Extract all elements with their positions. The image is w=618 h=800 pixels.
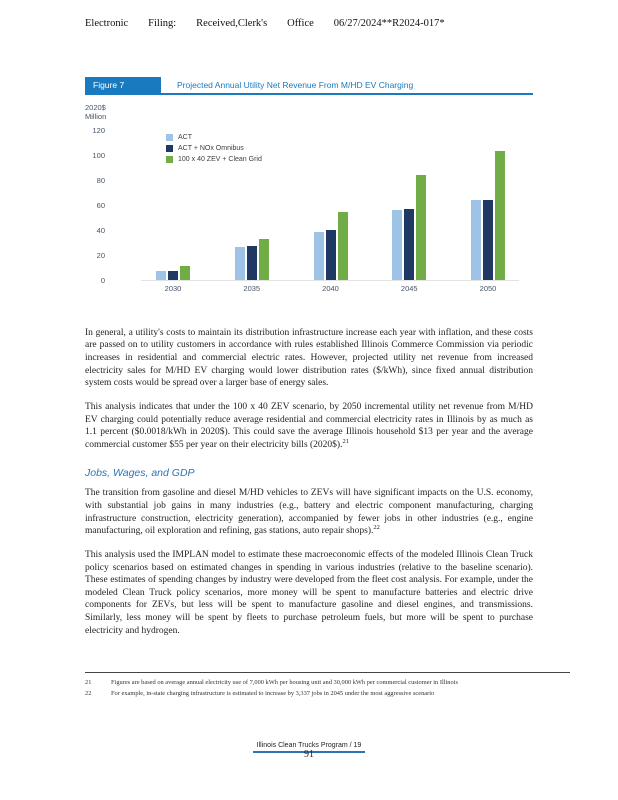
legend-item: 100 x 40 ZEV + Clean Grid bbox=[166, 155, 262, 163]
paragraph: This analysis indicates that under the 1… bbox=[85, 401, 533, 452]
x-axis-line bbox=[141, 279, 519, 281]
page-number: 91 bbox=[304, 749, 314, 760]
chart-groups: 2030 2035 2040 2045 2050 bbox=[111, 130, 533, 293]
bar bbox=[416, 174, 427, 280]
y-tick-label: 80 bbox=[96, 175, 105, 185]
x-axis-label: 2045 bbox=[400, 283, 418, 293]
footnote-text: Figures are based on average annual elec… bbox=[111, 679, 458, 686]
paragraph-text: The transition from gasoline and diesel … bbox=[85, 488, 533, 537]
y-tick-label: 40 bbox=[96, 225, 105, 235]
bar-group: 2035 bbox=[234, 130, 269, 293]
filing-header-word: Received,Clerk's bbox=[196, 18, 268, 29]
bar bbox=[234, 247, 245, 280]
bar bbox=[156, 271, 166, 280]
bar-group: 2050 bbox=[471, 130, 505, 293]
bar bbox=[337, 212, 348, 280]
bar-group: 2045 bbox=[392, 130, 427, 293]
footnote: 22 For example, in-state charging infras… bbox=[85, 690, 570, 698]
legend-swatch-icon bbox=[166, 133, 173, 141]
y-tick-label: 0 bbox=[100, 275, 105, 285]
y-axis-ticks: 0 20 40 60 80 100 120 bbox=[85, 126, 111, 285]
y-tick-label: 120 bbox=[92, 125, 105, 135]
paragraph: This analysis used the IMPLAN model to e… bbox=[85, 549, 533, 637]
y-tick-label: 60 bbox=[96, 200, 105, 210]
bar bbox=[168, 271, 178, 280]
legend-item: ACT + NOx Omnibus bbox=[166, 144, 262, 152]
legend-label: ACT bbox=[178, 133, 192, 141]
x-axis-label: 2030 bbox=[164, 283, 182, 293]
bar-cluster bbox=[392, 130, 427, 280]
paragraph-text: This analysis indicates that under the 1… bbox=[85, 401, 533, 450]
bar-cluster bbox=[313, 130, 348, 280]
chart-body: 0 20 40 60 80 100 120 ACT ACT + NOx Omnibus 100 … bbox=[85, 126, 533, 293]
x-axis-label: 2035 bbox=[243, 283, 261, 293]
y-tick-label: 20 bbox=[96, 250, 105, 260]
chart-legend: ACT ACT + NOx Omnibus 100 x 40 ZEV + Clean… bbox=[166, 133, 262, 163]
footer-program-title: Illinois Clean Trucks Program / 19 bbox=[252, 742, 366, 753]
bar-group: 2030 bbox=[156, 130, 190, 293]
filing-header-word: Filing: bbox=[148, 18, 177, 29]
bar bbox=[471, 199, 481, 280]
legend-label: ACT + NOx Omnibus bbox=[178, 144, 244, 152]
paragraph-text: In general, a utility's costs to maintai… bbox=[85, 327, 533, 389]
bar bbox=[325, 229, 336, 280]
paragraph: The transition from gasoline and diesel … bbox=[85, 487, 533, 538]
bar-cluster bbox=[156, 130, 190, 280]
bar bbox=[495, 151, 505, 280]
y-axis-title: 2020$ Million bbox=[85, 103, 107, 122]
footnote-text: For example, in-state charging infrastru… bbox=[111, 690, 435, 698]
bar bbox=[313, 232, 324, 280]
chart-plot: ACT ACT + NOx Omnibus 100 x 40 ZEV + Clean… bbox=[111, 130, 533, 293]
filing-case-number: 06/27/2024**R2024-017* bbox=[333, 18, 445, 29]
footnote-number: 21 bbox=[85, 679, 92, 686]
bar-cluster bbox=[471, 130, 505, 280]
footnotes-section: 21 Figures are based on average annual e… bbox=[85, 672, 570, 699]
bar bbox=[392, 209, 403, 280]
legend-swatch-icon bbox=[166, 144, 173, 152]
figure-label: Figure 7 bbox=[85, 77, 161, 93]
paragraph: In general, a utility's costs to maintai… bbox=[85, 327, 533, 390]
footnote-ref: 21 bbox=[342, 437, 349, 445]
page-footer: Illinois Clean Trucks Program / 19 bbox=[0, 734, 618, 753]
x-axis-label: 2040 bbox=[322, 283, 339, 293]
filing-header: Electronic Filing: Received,Clerk's Offi… bbox=[85, 18, 533, 29]
paragraph-text: This analysis used the IMPLAN model to e… bbox=[85, 549, 533, 636]
bar bbox=[180, 266, 190, 280]
bar bbox=[246, 246, 257, 280]
filing-header-word: Office bbox=[287, 18, 314, 29]
bar bbox=[258, 238, 269, 280]
figure-header: Figure 7 Projected Annual Utility Net Re… bbox=[85, 77, 533, 95]
x-axis-label: 2050 bbox=[479, 283, 497, 293]
y-tick-label: 100 bbox=[92, 150, 105, 160]
bar bbox=[483, 199, 493, 280]
legend-item: ACT bbox=[166, 133, 262, 141]
section-heading: Jobs, Wages, and GDP bbox=[85, 467, 195, 480]
legend-label: 100 x 40 ZEV + Clean Grid bbox=[178, 155, 262, 163]
filing-header-word: Electronic bbox=[85, 18, 129, 29]
legend-swatch-icon bbox=[166, 155, 173, 163]
bar bbox=[404, 208, 415, 280]
bar-chart: 2020$ Million 0 20 40 60 80 100 120 ACT ACT + N… bbox=[85, 103, 533, 293]
footnote-ref: 22 bbox=[373, 524, 380, 532]
bar-cluster bbox=[234, 130, 269, 280]
bar-group: 2040 bbox=[313, 130, 348, 293]
footnote: 21 Figures are based on average annual e… bbox=[85, 679, 570, 687]
body-text: In general, a utility's costs to maintai… bbox=[85, 327, 533, 638]
footnote-number: 22 bbox=[85, 690, 92, 698]
figure-title: Projected Annual Utility Net Revenue Fro… bbox=[177, 80, 414, 90]
